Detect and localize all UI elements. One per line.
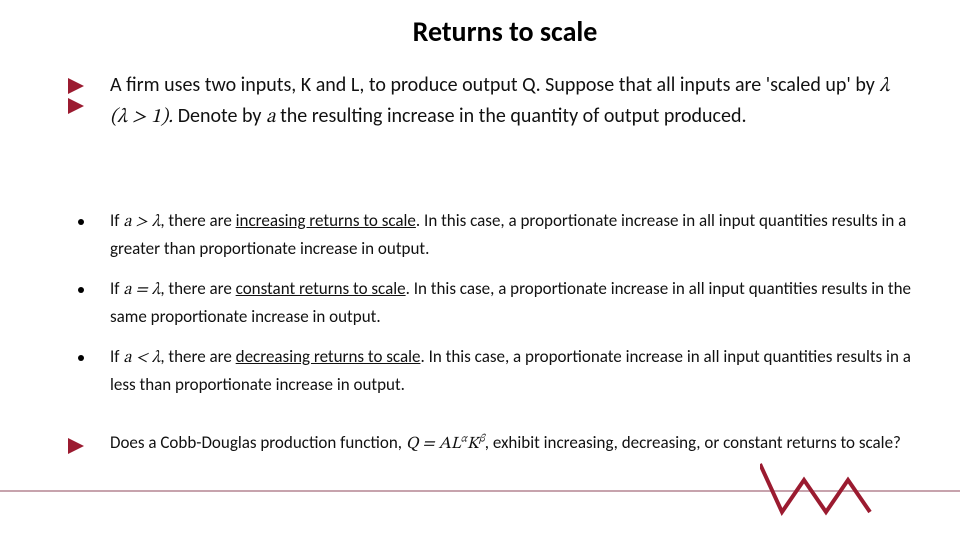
arrow-icon bbox=[68, 438, 84, 454]
symbol-lambda: λ bbox=[879, 76, 889, 96]
arrow-icon bbox=[68, 98, 84, 114]
symbol-a: a bbox=[266, 107, 276, 127]
case-increasing: If a > λ, there are increasing returns t… bbox=[110, 208, 920, 263]
bullet-dot-icon bbox=[78, 287, 84, 293]
intro-pre: A firm uses two inputs, K and L, to prod… bbox=[110, 73, 879, 97]
arrow-icon bbox=[68, 78, 84, 94]
term-decreasing: decreasing returns to scale bbox=[236, 346, 421, 367]
bullet-dot-icon bbox=[78, 219, 84, 225]
intro-paren: (λ > 1). bbox=[110, 104, 178, 128]
bullet-dot-icon bbox=[78, 355, 84, 361]
intro-text: A firm uses two inputs, K and L, to prod… bbox=[110, 70, 900, 132]
term-increasing: increasing returns to scale bbox=[236, 210, 416, 231]
logo-w-icon bbox=[760, 460, 880, 520]
case-constant: If a = λ, there are constant returns to … bbox=[110, 276, 920, 331]
question-text: Does a Cobb-Douglas production function,… bbox=[110, 430, 920, 458]
intro-mid: Denote by bbox=[178, 104, 266, 128]
case-decreasing: If a < λ, there are decreasing returns t… bbox=[110, 344, 920, 399]
term-constant: constant returns to scale bbox=[236, 278, 406, 299]
intro-post: the resulting increase in the quantity o… bbox=[276, 104, 747, 128]
slide-title: Returns to scale bbox=[110, 0, 900, 49]
slide: Returns to scale A firm uses two inputs,… bbox=[0, 0, 960, 540]
